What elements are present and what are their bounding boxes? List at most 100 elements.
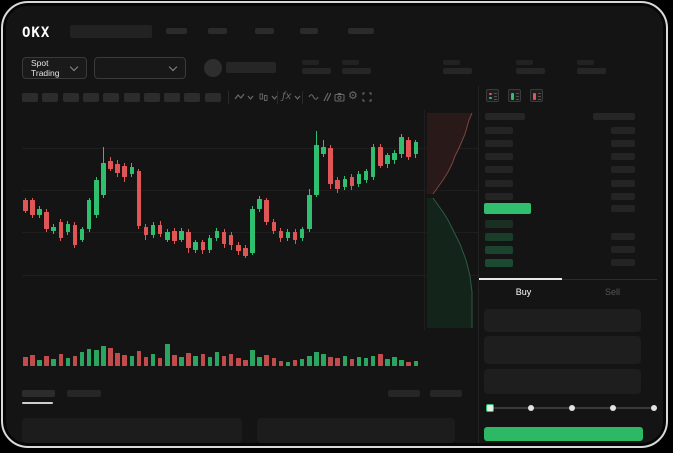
volume-bar xyxy=(193,356,198,366)
compare-lines-icon[interactable] xyxy=(321,92,331,102)
volume-bar xyxy=(214,352,220,366)
volume-bar xyxy=(278,361,284,366)
interval-button-placeholder[interactable] xyxy=(123,93,140,102)
volume-bar xyxy=(264,355,269,366)
candle-body xyxy=(58,222,63,239)
wave-icon[interactable] xyxy=(308,93,319,101)
volume-bar xyxy=(94,350,99,366)
interval-button-placeholder[interactable] xyxy=(62,93,79,102)
candle-body xyxy=(321,146,326,154)
slider-stop[interactable] xyxy=(528,405,534,411)
camera-snapshot-icon[interactable] xyxy=(334,92,345,102)
price-input-placeholder[interactable] xyxy=(484,309,641,332)
candle-type-icon[interactable] xyxy=(259,92,268,102)
interval-button-placeholder[interactable] xyxy=(184,93,201,102)
volume-bar xyxy=(271,358,276,366)
chevron-down-icon[interactable] xyxy=(294,95,301,100)
tab-buy[interactable]: Buy xyxy=(515,287,532,297)
interval-button-placeholder[interactable] xyxy=(103,93,120,102)
stat-label-placeholder xyxy=(342,60,359,65)
ask-price-placeholder[interactable] xyxy=(485,153,513,160)
ask-price-placeholder[interactable] xyxy=(485,127,513,134)
volume-bar xyxy=(243,360,248,366)
volume-bar xyxy=(79,352,85,366)
candle-body xyxy=(264,200,269,223)
bid-price-placeholder[interactable] xyxy=(485,220,513,228)
stat-label-placeholder xyxy=(577,60,594,65)
candle-body xyxy=(221,232,227,244)
volume-bar xyxy=(143,357,149,366)
nav-item-placeholder[interactable] xyxy=(255,28,274,34)
last-price-bar[interactable] xyxy=(484,203,531,214)
volume-bar xyxy=(250,350,255,366)
candle-body xyxy=(172,230,177,241)
volume-bar xyxy=(37,360,42,366)
interval-button-placeholder[interactable] xyxy=(22,93,38,102)
ask-amount-placeholder xyxy=(611,193,635,200)
spot-trading-dropdown[interactable]: Spot Trading xyxy=(22,57,87,79)
chart-tab[interactable] xyxy=(67,390,101,397)
chart-option-placeholder[interactable] xyxy=(430,390,462,397)
volume-bar xyxy=(30,355,35,366)
ask-price-placeholder[interactable] xyxy=(485,180,513,187)
book-both-sides-icon[interactable] xyxy=(486,89,499,102)
volume-bar xyxy=(44,356,49,366)
candle-body xyxy=(143,226,149,236)
chart-tab-active[interactable] xyxy=(22,390,55,397)
pair-name-placeholder xyxy=(226,62,276,73)
divider xyxy=(228,91,229,104)
nav-item-placeholder[interactable] xyxy=(300,28,318,34)
book-asks-only-icon[interactable] xyxy=(530,89,543,102)
candle-body xyxy=(335,180,340,189)
ask-price-placeholder[interactable] xyxy=(485,193,513,200)
volume-bar xyxy=(385,359,390,366)
ask-price-placeholder[interactable] xyxy=(485,166,513,173)
book-bids-only-icon[interactable] xyxy=(508,89,521,102)
stat-label-placeholder xyxy=(443,60,460,65)
fullscreen-icon[interactable] xyxy=(362,92,372,102)
settings-gear-icon[interactable]: ⚙ xyxy=(348,89,358,102)
interval-button-placeholder[interactable] xyxy=(143,93,160,102)
nav-item-placeholder[interactable] xyxy=(166,28,187,34)
bid-price-placeholder[interactable] xyxy=(485,246,513,254)
candle-body xyxy=(214,230,220,239)
buy-submit-button[interactable] xyxy=(484,427,643,441)
volume-bar xyxy=(370,356,376,366)
candle-body xyxy=(243,248,248,256)
interval-button-placeholder[interactable] xyxy=(204,93,221,102)
slider-stop[interactable] xyxy=(569,405,575,411)
nav-item-placeholder[interactable] xyxy=(208,28,227,34)
chevron-down-icon[interactable] xyxy=(247,95,254,100)
stat-value-placeholder xyxy=(342,68,371,74)
slider-stop[interactable] xyxy=(651,405,657,411)
gridline xyxy=(22,275,478,276)
candle-body xyxy=(200,242,205,250)
volume-bar xyxy=(285,362,291,366)
chart-option-placeholder[interactable] xyxy=(388,390,420,397)
candle-body xyxy=(278,230,284,239)
slider-stop[interactable] xyxy=(610,405,616,411)
chevron-down-icon[interactable] xyxy=(271,95,278,100)
tab-sell[interactable]: Sell xyxy=(604,287,620,297)
bid-price-placeholder[interactable] xyxy=(485,259,513,267)
volume-bar xyxy=(58,354,63,366)
interval-button-placeholder[interactable] xyxy=(164,93,181,102)
app-window: OKX Spot Trading xyxy=(6,6,663,443)
nav-item-placeholder[interactable] xyxy=(348,28,374,34)
ask-price-placeholder[interactable] xyxy=(485,140,513,147)
amount-input-placeholder[interactable] xyxy=(484,336,641,364)
pair-selector-dropdown[interactable] xyxy=(94,57,186,79)
indicators-fx-icon[interactable]: ƒx xyxy=(282,91,292,102)
slider-handle[interactable] xyxy=(486,404,494,412)
bid-price-placeholder[interactable] xyxy=(485,233,513,241)
total-input-placeholder[interactable] xyxy=(484,369,641,394)
volume-bar xyxy=(342,356,347,366)
interval-button-placeholder[interactable] xyxy=(82,93,99,102)
candle-body xyxy=(23,200,28,211)
volume-bar xyxy=(378,354,383,366)
interval-button-placeholder[interactable] xyxy=(42,93,59,102)
candle-body xyxy=(307,194,312,230)
candle-body xyxy=(370,146,376,178)
line-style-icon[interactable] xyxy=(234,92,245,102)
header-search-placeholder[interactable] xyxy=(70,25,152,38)
